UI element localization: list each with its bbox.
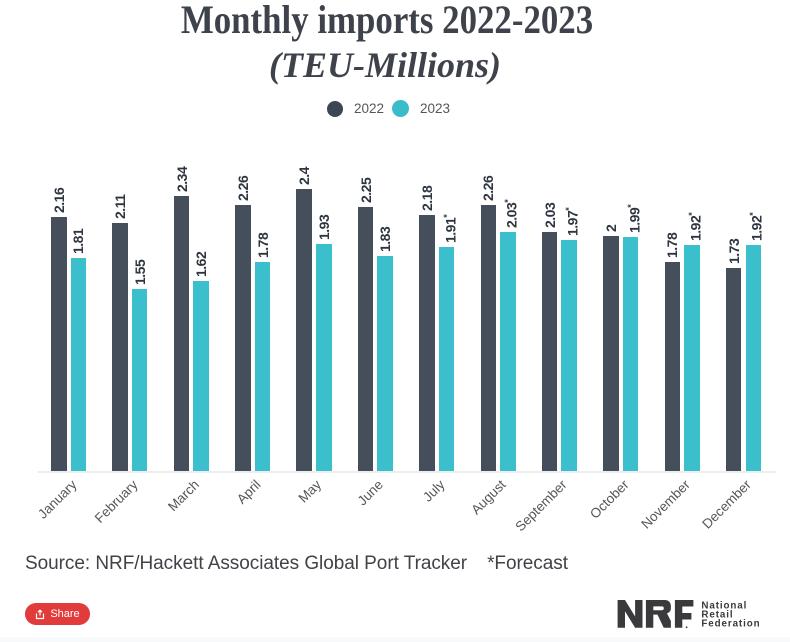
svg-text:Federation: Federation (701, 619, 760, 629)
svg-text:Retail: Retail (701, 610, 733, 621)
svg-text:National: National (701, 600, 747, 611)
